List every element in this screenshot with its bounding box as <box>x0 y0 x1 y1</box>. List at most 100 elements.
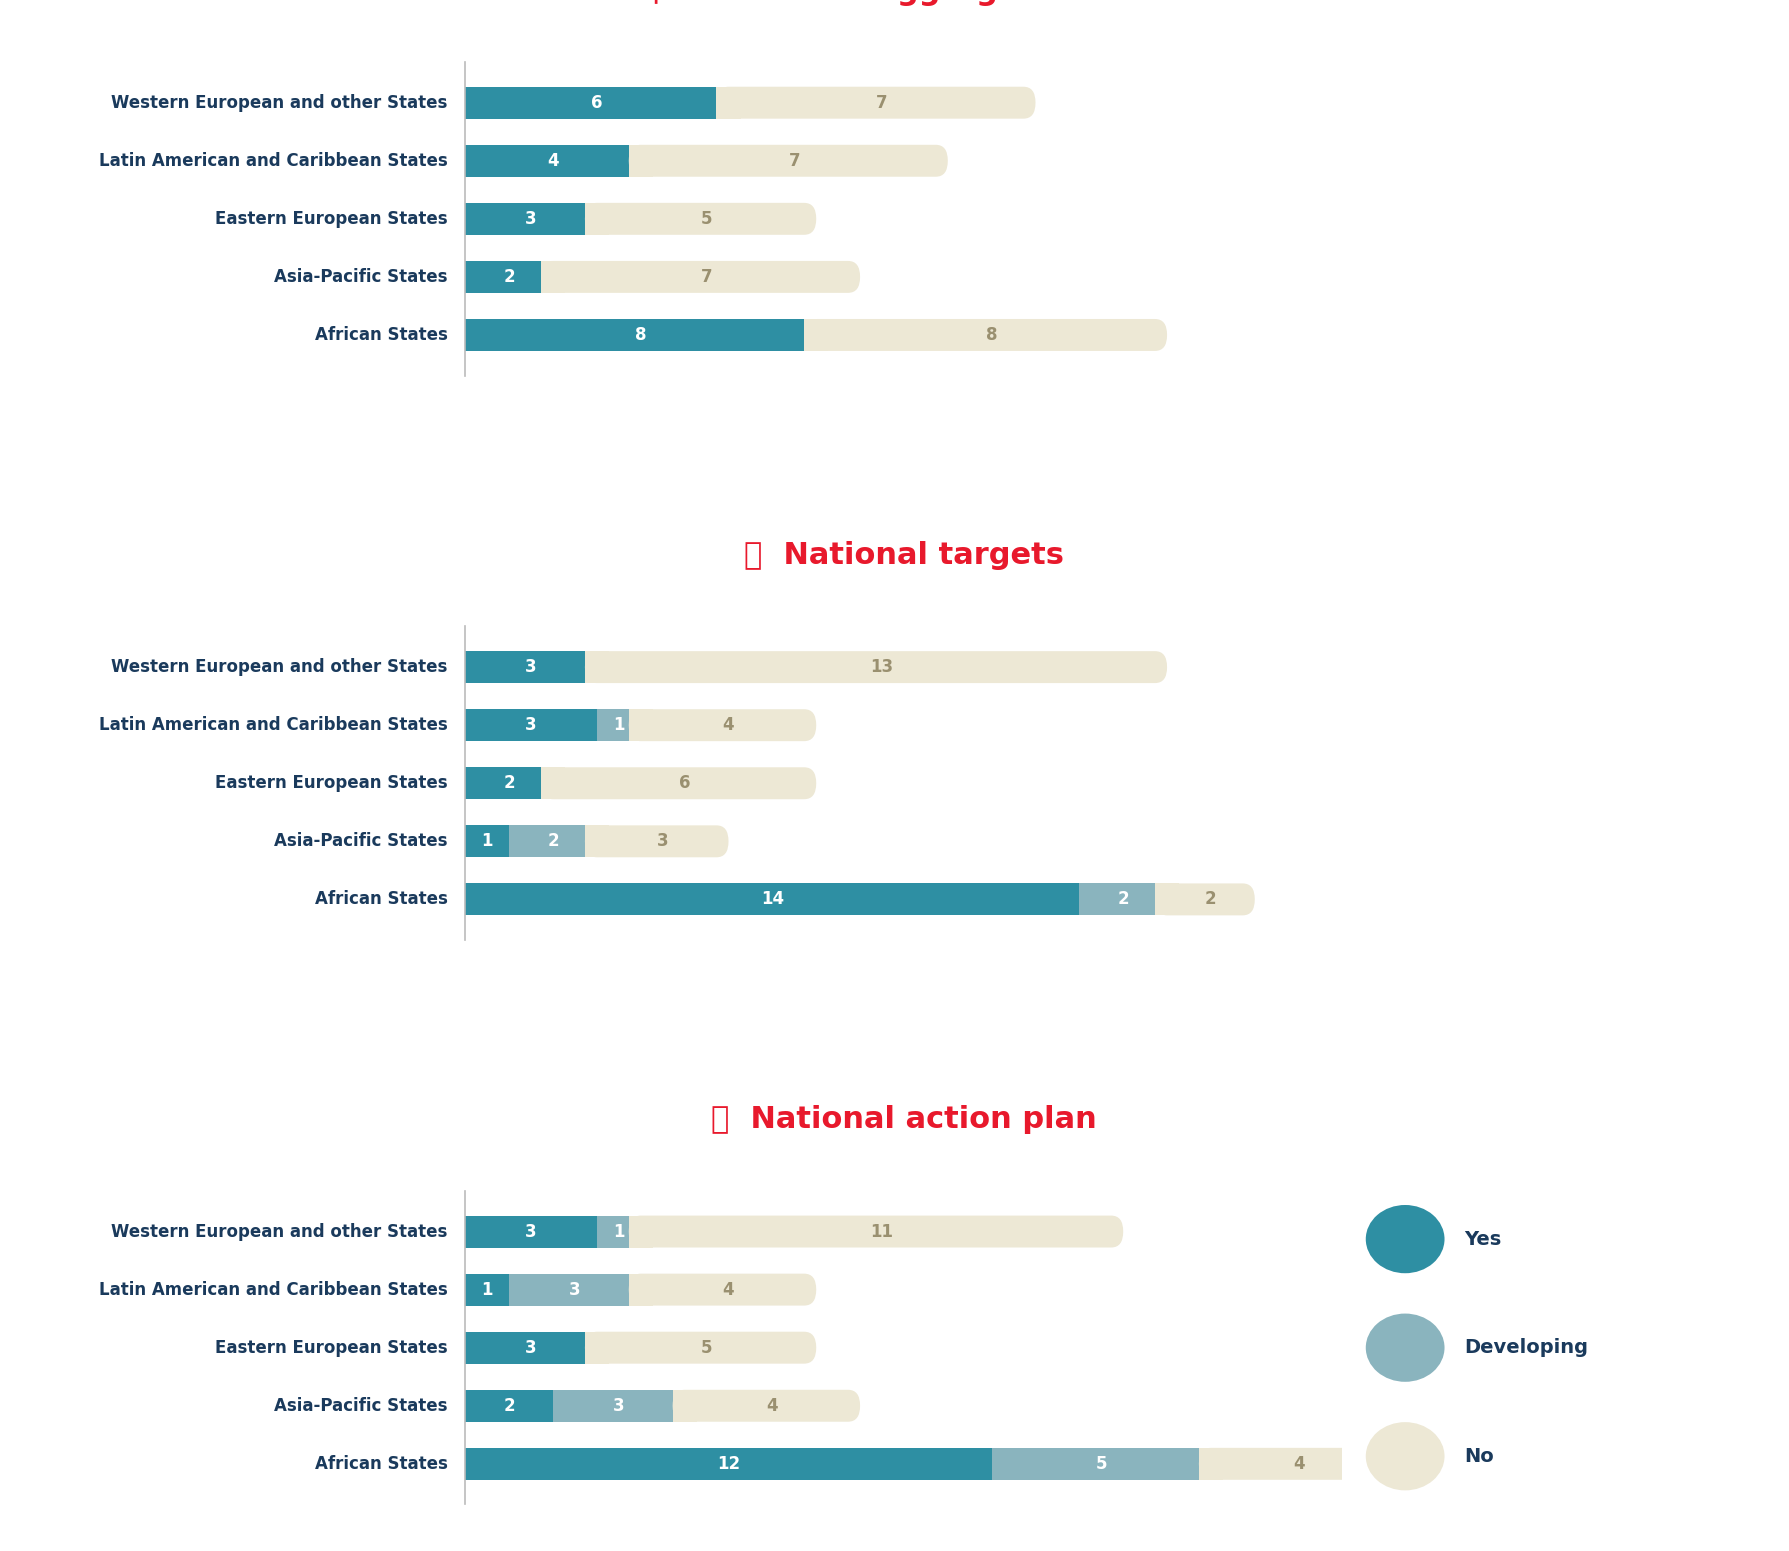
FancyBboxPatch shape <box>716 87 1034 119</box>
Bar <box>716 87 741 119</box>
Text: African States: African States <box>315 1455 447 1473</box>
Bar <box>991 1447 1209 1480</box>
Text: 5: 5 <box>1095 1455 1106 1473</box>
FancyBboxPatch shape <box>803 320 1166 351</box>
Bar <box>628 1216 653 1247</box>
Text: 6: 6 <box>590 93 603 112</box>
Bar <box>628 1273 653 1306</box>
Bar <box>465 320 816 351</box>
Text: 1: 1 <box>481 833 492 850</box>
Text: Latin American and Caribbean States: Latin American and Caribbean States <box>98 1281 447 1298</box>
Text: 3: 3 <box>526 1222 537 1241</box>
Text: 13: 13 <box>869 658 893 676</box>
Text: Yes: Yes <box>1463 1230 1501 1249</box>
Bar <box>465 825 510 858</box>
Bar <box>553 1390 683 1422</box>
Text: 3: 3 <box>614 1397 624 1415</box>
Text: Eastern European States: Eastern European States <box>215 1339 447 1357</box>
Bar <box>540 768 565 799</box>
Bar <box>628 144 653 177</box>
Text: African States: African States <box>315 890 447 909</box>
Text: ♀  Gender-disaggregated data: ♀ Gender-disaggregated data <box>644 0 1163 6</box>
Text: 14: 14 <box>760 890 784 909</box>
Bar <box>465 651 596 682</box>
Text: 📋  National action plan: 📋 National action plan <box>710 1106 1097 1134</box>
FancyBboxPatch shape <box>540 261 859 293</box>
Bar <box>465 1273 510 1306</box>
FancyBboxPatch shape <box>628 1273 816 1306</box>
Text: 11: 11 <box>869 1222 893 1241</box>
Bar <box>1199 1447 1222 1480</box>
Text: 2: 2 <box>503 268 515 285</box>
Text: 3: 3 <box>657 833 667 850</box>
Text: Latin American and Caribbean States: Latin American and Caribbean States <box>98 152 447 169</box>
Text: 1: 1 <box>481 1281 492 1298</box>
Text: Asia-Pacific States: Asia-Pacific States <box>274 268 447 285</box>
Bar <box>510 825 596 858</box>
Bar <box>465 261 553 293</box>
FancyBboxPatch shape <box>1199 1447 1385 1480</box>
FancyBboxPatch shape <box>1154 884 1254 915</box>
Text: 1: 1 <box>614 717 624 734</box>
Text: 2: 2 <box>547 833 558 850</box>
Text: Western European and other States: Western European and other States <box>111 93 447 112</box>
Text: Western European and other States: Western European and other States <box>111 658 447 676</box>
Text: 7: 7 <box>701 268 712 285</box>
Bar <box>510 1273 640 1306</box>
Bar <box>465 1447 991 1480</box>
Text: 2: 2 <box>503 774 515 793</box>
Text: 2: 2 <box>1204 890 1217 909</box>
Text: 5: 5 <box>701 209 712 228</box>
Text: 3: 3 <box>569 1281 580 1298</box>
Text: 3: 3 <box>526 209 537 228</box>
Bar <box>585 1332 608 1363</box>
Text: African States: African States <box>315 326 447 344</box>
Bar <box>465 1332 596 1363</box>
Text: 4: 4 <box>1292 1455 1304 1473</box>
Text: Latin American and Caribbean States: Latin American and Caribbean States <box>98 717 447 734</box>
Bar <box>1079 884 1166 915</box>
Text: 8: 8 <box>635 326 646 344</box>
Text: 4: 4 <box>547 152 558 169</box>
Bar <box>465 1216 596 1247</box>
Text: 6: 6 <box>678 774 691 793</box>
Text: 4: 4 <box>723 717 733 734</box>
Text: 12: 12 <box>717 1455 739 1473</box>
Bar <box>1154 884 1179 915</box>
Text: Asia-Pacific States: Asia-Pacific States <box>274 833 447 850</box>
Text: 4: 4 <box>723 1281 733 1298</box>
Bar <box>465 144 640 177</box>
Bar <box>465 1390 553 1422</box>
Bar <box>596 1216 640 1247</box>
FancyBboxPatch shape <box>628 144 948 177</box>
Bar <box>628 709 653 741</box>
Text: Eastern European States: Eastern European States <box>215 774 447 793</box>
Bar <box>585 825 608 858</box>
Text: Eastern European States: Eastern European States <box>215 209 447 228</box>
Bar <box>803 320 828 351</box>
Bar <box>540 261 565 293</box>
Bar <box>465 709 596 741</box>
Text: 3: 3 <box>526 717 537 734</box>
Text: 1: 1 <box>614 1222 624 1241</box>
Text: Asia-Pacific States: Asia-Pacific States <box>274 1397 447 1415</box>
Text: 🎯  National targets: 🎯 National targets <box>744 541 1063 571</box>
Text: 3: 3 <box>526 1339 537 1357</box>
Text: 7: 7 <box>877 93 887 112</box>
Bar <box>585 203 608 234</box>
Text: Western European and other States: Western European and other States <box>111 1222 447 1241</box>
Text: 5: 5 <box>701 1339 712 1357</box>
Text: Developing: Developing <box>1463 1339 1587 1357</box>
Bar <box>673 1390 696 1422</box>
FancyBboxPatch shape <box>628 1216 1123 1247</box>
Text: 8: 8 <box>986 326 996 344</box>
FancyBboxPatch shape <box>585 651 1166 682</box>
Text: 4: 4 <box>766 1397 778 1415</box>
Bar <box>596 709 640 741</box>
Bar <box>465 768 553 799</box>
Text: 2: 2 <box>1116 890 1129 909</box>
FancyBboxPatch shape <box>673 1390 859 1422</box>
Text: No: No <box>1463 1447 1494 1466</box>
Text: 7: 7 <box>789 152 800 169</box>
Text: 3: 3 <box>526 658 537 676</box>
